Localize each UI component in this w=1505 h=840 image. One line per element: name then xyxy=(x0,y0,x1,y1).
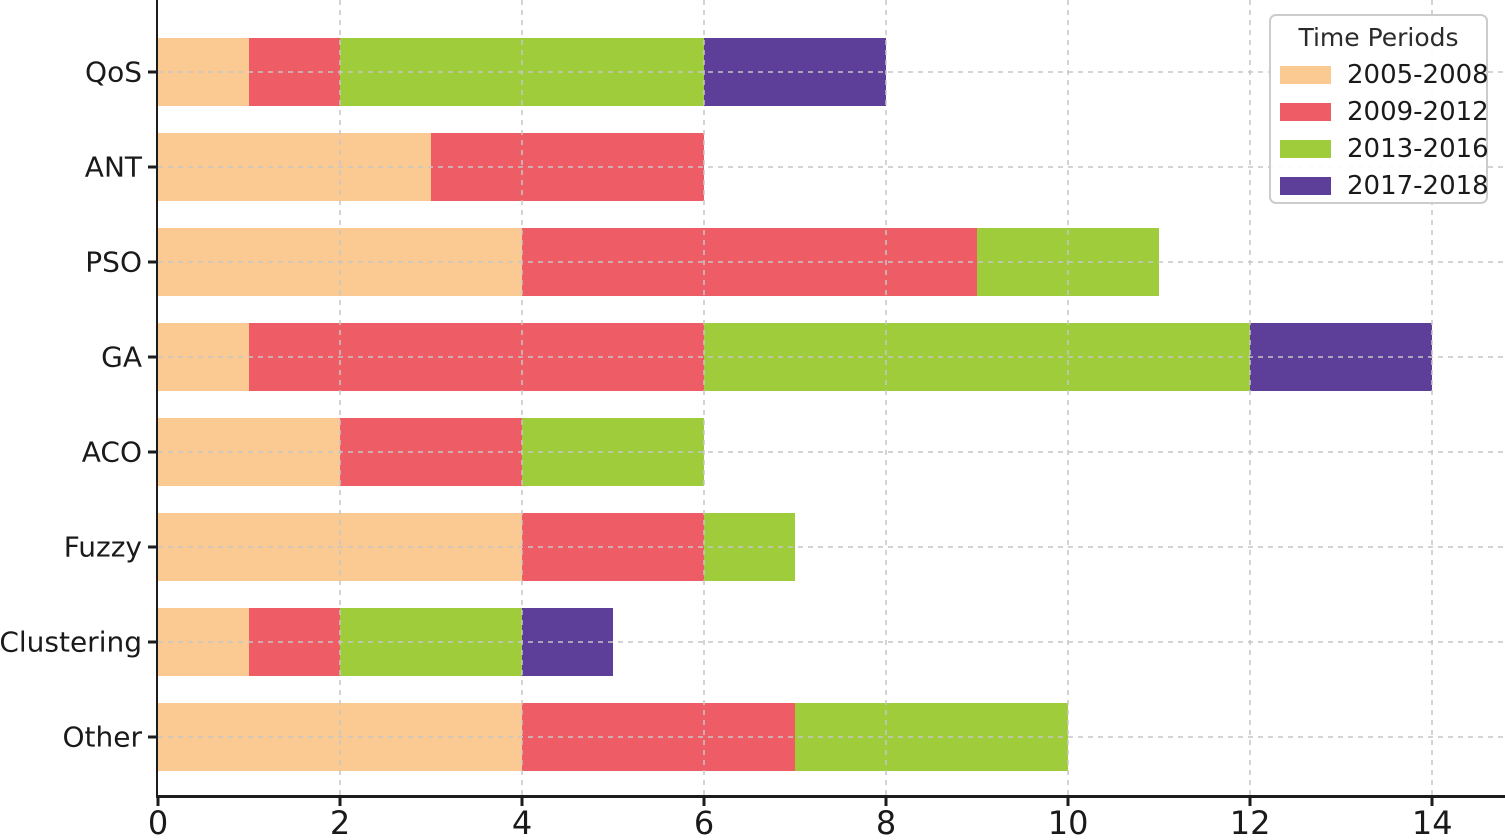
x-tick-mark xyxy=(338,798,342,806)
y-axis: QoS ANT PSO GA ACO Fuzzy Clustering Other xyxy=(0,0,156,795)
x-tick-mark xyxy=(1430,798,1434,806)
gridline-vertical xyxy=(339,0,342,795)
x-tick-mark xyxy=(1248,798,1252,806)
gridline-vertical xyxy=(1067,0,1070,795)
legend-swatch-2009-2012 xyxy=(1280,102,1331,121)
legend: Time Periods 2005-2008 2009-2012 2013-2016… xyxy=(1269,14,1489,204)
gridline-horizontal xyxy=(158,71,1505,73)
legend-swatch-2013-2016 xyxy=(1280,139,1331,158)
legend-swatch-2017-2018 xyxy=(1280,176,1331,195)
legend-item-label: 2013-2016 xyxy=(1347,133,1489,164)
x-tick-label-6: 6 xyxy=(693,804,715,840)
y-tick-mark xyxy=(148,545,156,549)
y-tick-mark xyxy=(148,165,156,169)
gridline-vertical xyxy=(521,0,524,795)
y-tick-mark xyxy=(148,260,156,264)
legend-item-2009-2012: 2009-2012 xyxy=(1271,93,1489,130)
gridline-horizontal xyxy=(158,451,1505,453)
gridline-vertical xyxy=(1249,0,1252,795)
y-tick-mark xyxy=(148,735,156,739)
legend-item-label: 2009-2012 xyxy=(1347,96,1489,127)
legend-item-label: 2005-2008 xyxy=(1347,59,1489,90)
gridline-horizontal xyxy=(158,166,1505,168)
x-tick-label-10: 10 xyxy=(1047,804,1089,840)
legend-item-2005-2008: 2005-2008 xyxy=(1271,56,1489,93)
x-tick-label-2: 2 xyxy=(329,804,351,840)
x-tick-mark xyxy=(702,798,706,806)
gridline-vertical xyxy=(885,0,888,795)
y-tick-label-ant: ANT xyxy=(84,150,142,184)
legend-items: 2005-2008 2009-2012 2013-2016 2017-2018 xyxy=(1271,56,1489,204)
gridline-horizontal xyxy=(158,261,1505,263)
plot-area xyxy=(156,0,1505,798)
legend-item-label: 2017-2018 xyxy=(1347,170,1489,201)
y-tick-mark xyxy=(148,355,156,359)
y-tick-mark xyxy=(148,70,156,74)
y-tick-label-pso: PSO xyxy=(85,245,142,279)
y-tick-label-qos: QoS xyxy=(85,55,142,89)
x-tick-label-12: 12 xyxy=(1229,804,1271,840)
gridline-horizontal xyxy=(158,736,1505,738)
x-tick-mark xyxy=(1066,798,1070,806)
gridline-vertical xyxy=(703,0,706,795)
gridline-horizontal xyxy=(158,641,1505,643)
x-tick-label-4: 4 xyxy=(511,804,533,840)
y-tick-label-fuzzy: Fuzzy xyxy=(63,530,142,564)
gridline-horizontal xyxy=(158,546,1505,548)
gridline-horizontal xyxy=(158,356,1505,358)
y-tick-label-other: Other xyxy=(62,720,142,754)
x-axis: 0 2 4 6 8 10 12 14 xyxy=(0,798,1505,840)
y-tick-mark xyxy=(148,450,156,454)
y-tick-mark xyxy=(148,640,156,644)
legend-swatch-2005-2008 xyxy=(1280,65,1331,84)
legend-item-2013-2016: 2013-2016 xyxy=(1271,130,1489,167)
y-tick-label-clustering: Clustering xyxy=(0,625,142,659)
legend-item-2017-2018: 2017-2018 xyxy=(1271,167,1489,204)
x-tick-label-8: 8 xyxy=(875,804,897,840)
x-tick-mark xyxy=(520,798,524,806)
legend-title: Time Periods xyxy=(1298,23,1459,52)
gridline-vertical xyxy=(1431,0,1434,795)
x-tick-mark xyxy=(156,798,160,806)
x-tick-mark xyxy=(884,798,888,806)
x-tick-label-0: 0 xyxy=(147,804,169,840)
y-tick-label-aco: ACO xyxy=(81,435,142,469)
y-tick-label-ga: GA xyxy=(101,340,142,374)
x-tick-label-14: 14 xyxy=(1411,804,1453,840)
